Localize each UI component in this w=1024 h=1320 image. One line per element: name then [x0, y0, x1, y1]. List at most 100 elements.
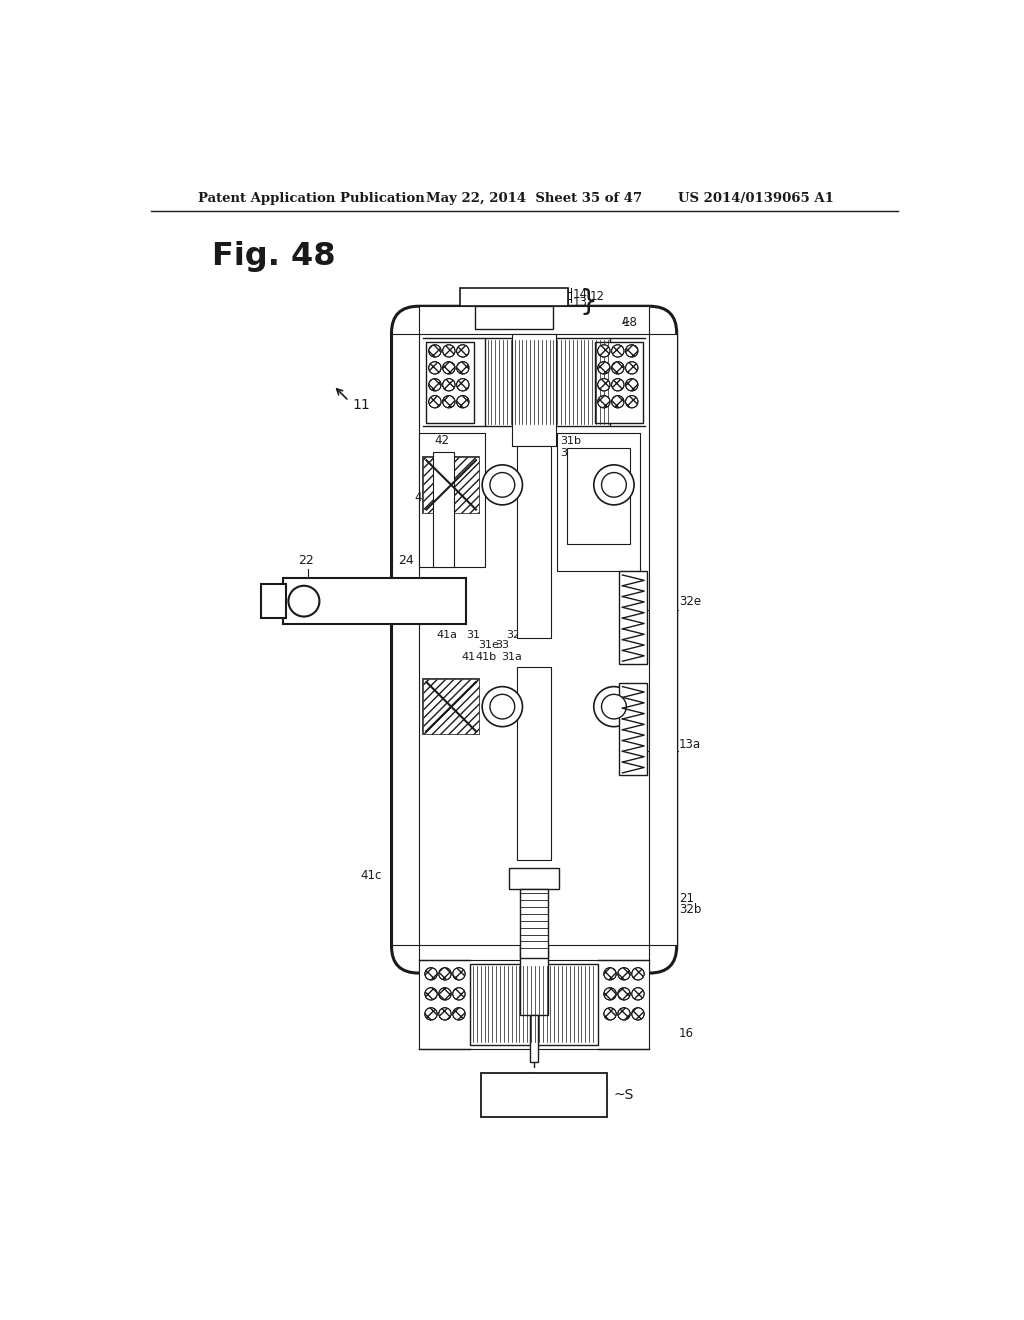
Bar [420, 945, 649, 973]
Text: 33: 33 [496, 640, 509, 649]
Circle shape [453, 987, 465, 1001]
Circle shape [611, 379, 624, 391]
Bar [620, 572, 647, 664]
Circle shape [604, 968, 616, 979]
Text: 22: 22 [299, 554, 314, 568]
Bar [423, 678, 479, 734]
Circle shape [632, 968, 644, 979]
Text: }: } [580, 288, 598, 315]
Circle shape [438, 1007, 452, 1020]
Text: 31e: 31e [478, 640, 499, 649]
Text: 43: 43 [415, 491, 430, 504]
Text: 41b: 41b [475, 652, 497, 661]
Circle shape [429, 345, 441, 358]
Bar [595, 342, 643, 422]
Circle shape [457, 396, 469, 408]
Text: Control: Control [518, 1080, 569, 1094]
Circle shape [626, 362, 638, 374]
Circle shape [594, 465, 634, 506]
Circle shape [604, 987, 616, 1001]
Circle shape [438, 987, 452, 1001]
Bar [517, 668, 551, 859]
Bar [484, 338, 610, 426]
Text: 23: 23 [527, 628, 543, 642]
Circle shape [289, 586, 319, 616]
Text: US 2014/0139065 A1: US 2014/0139065 A1 [678, 191, 835, 205]
Circle shape [617, 968, 630, 979]
Circle shape [611, 362, 624, 374]
Text: 19: 19 [511, 977, 526, 990]
Bar [480, 1073, 607, 1117]
Bar [520, 945, 548, 1015]
Circle shape [442, 396, 455, 408]
Circle shape [457, 379, 469, 391]
Circle shape [489, 694, 515, 719]
FancyBboxPatch shape [391, 306, 677, 973]
Bar [433, 451, 454, 568]
Circle shape [611, 396, 624, 408]
Circle shape [632, 1007, 644, 1020]
Circle shape [617, 1007, 630, 1020]
Text: 17: 17 [537, 977, 552, 990]
Circle shape [598, 362, 610, 374]
Bar [557, 433, 640, 572]
Circle shape [594, 686, 634, 726]
Text: 24: 24 [397, 554, 414, 568]
Circle shape [604, 1007, 616, 1020]
Text: 42: 42 [434, 434, 450, 447]
Bar [566, 447, 630, 544]
Bar [423, 457, 479, 512]
Text: 13a: 13a [679, 738, 701, 751]
Bar [420, 433, 485, 568]
Bar [460, 288, 568, 306]
Bar [423, 678, 479, 734]
Circle shape [632, 987, 644, 1001]
Text: 16: 16 [679, 1027, 694, 1040]
Text: 18: 18 [623, 317, 637, 329]
Circle shape [617, 987, 630, 1001]
Bar [391, 334, 420, 945]
Bar [520, 945, 548, 1015]
Text: 41: 41 [461, 652, 475, 661]
Bar [420, 945, 649, 973]
Circle shape [601, 694, 627, 719]
Circle shape [457, 345, 469, 358]
Circle shape [425, 987, 437, 1001]
Bar [512, 334, 556, 446]
Text: 41c: 41c [360, 869, 382, 882]
Text: 32e: 32e [679, 595, 701, 609]
Circle shape [442, 362, 455, 374]
Bar [433, 451, 454, 568]
Circle shape [453, 968, 465, 979]
Text: 32b: 32b [679, 903, 701, 916]
Text: 17a: 17a [548, 982, 570, 995]
Text: 13: 13 [572, 296, 588, 309]
Circle shape [489, 473, 515, 498]
Text: Patent Application Publication: Patent Application Publication [198, 191, 425, 205]
Bar [470, 964, 598, 1044]
Bar [557, 433, 640, 572]
Bar [475, 306, 553, 330]
Circle shape [429, 396, 441, 408]
Circle shape [442, 345, 455, 358]
Circle shape [453, 1007, 465, 1020]
Bar [517, 446, 551, 638]
Text: ~S: ~S [613, 1088, 634, 1102]
Bar [649, 334, 677, 945]
Bar [391, 334, 420, 945]
Bar [261, 585, 286, 618]
Bar [283, 578, 466, 624]
Bar [620, 682, 647, 775]
Circle shape [598, 379, 610, 391]
Text: 32a: 32a [560, 447, 582, 458]
Text: May 22, 2014  Sheet 35 of 47: May 22, 2014 Sheet 35 of 47 [426, 191, 642, 205]
Circle shape [429, 379, 441, 391]
Bar [512, 334, 556, 446]
Text: 31: 31 [467, 631, 480, 640]
Circle shape [598, 396, 610, 408]
Text: 12: 12 [590, 290, 605, 304]
Bar [420, 433, 485, 568]
Circle shape [601, 473, 627, 498]
Circle shape [626, 396, 638, 408]
Circle shape [482, 686, 522, 726]
